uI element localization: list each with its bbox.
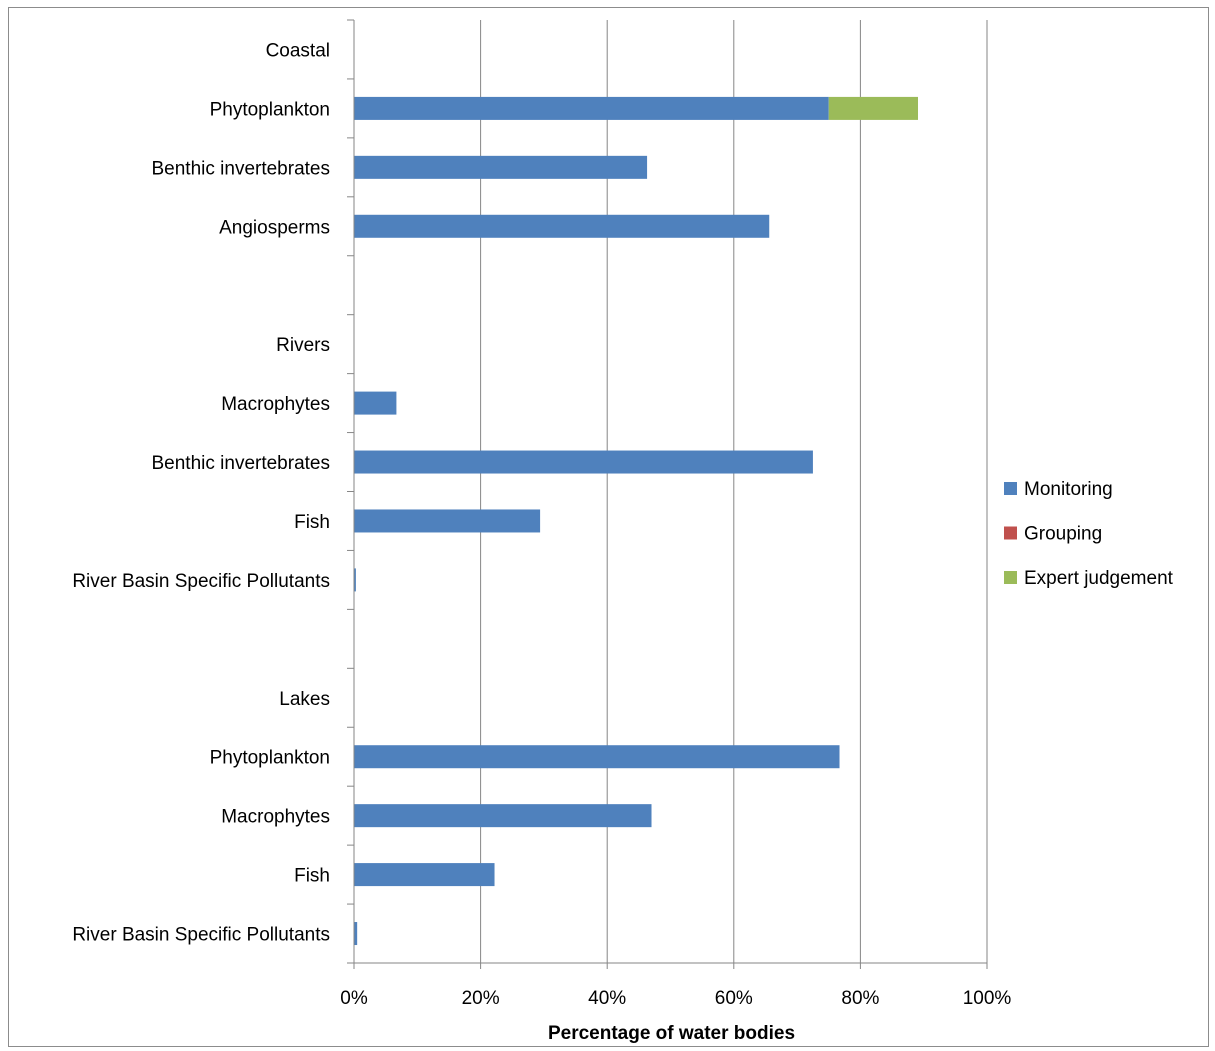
axes (347, 19, 988, 969)
bar (354, 391, 397, 415)
x-axis-title: Percentage of water bodies (548, 1023, 795, 1044)
bar (828, 96, 919, 120)
bar (354, 804, 652, 828)
bar (354, 568, 356, 592)
x-tick-label: 80% (841, 988, 879, 1009)
bars (354, 96, 919, 946)
x-tick-label: 100% (963, 988, 1012, 1009)
category-label: River Basin Specific Pollutants (72, 571, 330, 592)
category-labels: Coastal Phytoplankton Benthic invertebrate… (72, 40, 330, 945)
x-tick-label: 60% (715, 988, 753, 1009)
category-label: Lakes (279, 689, 330, 710)
legend-swatch (1004, 526, 1017, 540)
legend-swatch (1004, 482, 1017, 495)
bar (354, 863, 495, 887)
bar (354, 922, 358, 946)
category-label: Phytoplankton (210, 99, 330, 120)
category-label: River Basin Specific Pollutants (72, 925, 330, 946)
legend-label: Expert judgement (1024, 568, 1174, 589)
x-tick-label: 40% (588, 988, 626, 1009)
legend: Monitoring Grouping Expert judgement (1004, 479, 1174, 589)
x-tick-label: 20% (462, 988, 500, 1009)
category-label: Macrophytes (221, 394, 330, 415)
x-tick-label: 0% (340, 988, 368, 1009)
legend-label: Monitoring (1024, 479, 1113, 500)
category-label: Fish (294, 866, 330, 887)
bar (354, 96, 829, 120)
category-label: Phytoplankton (210, 748, 330, 769)
category-label: Coastal (266, 40, 330, 61)
category-label: Macrophytes (221, 807, 330, 828)
bar (354, 450, 813, 474)
bar (354, 745, 840, 769)
bar (354, 509, 541, 533)
x-tick-labels: 0% 20% 40% 60% 80% 100% (340, 988, 1011, 1009)
category-label: Benthic invertebrates (152, 158, 331, 179)
bar (354, 155, 648, 179)
category-label: Angiosperms (219, 217, 330, 238)
category-label: Rivers (276, 335, 330, 356)
category-label: Benthic invertebrates (152, 453, 331, 474)
legend-label: Grouping (1024, 524, 1102, 545)
category-label: Fish (294, 512, 330, 533)
legend-swatch (1004, 571, 1017, 584)
bar (354, 214, 770, 238)
